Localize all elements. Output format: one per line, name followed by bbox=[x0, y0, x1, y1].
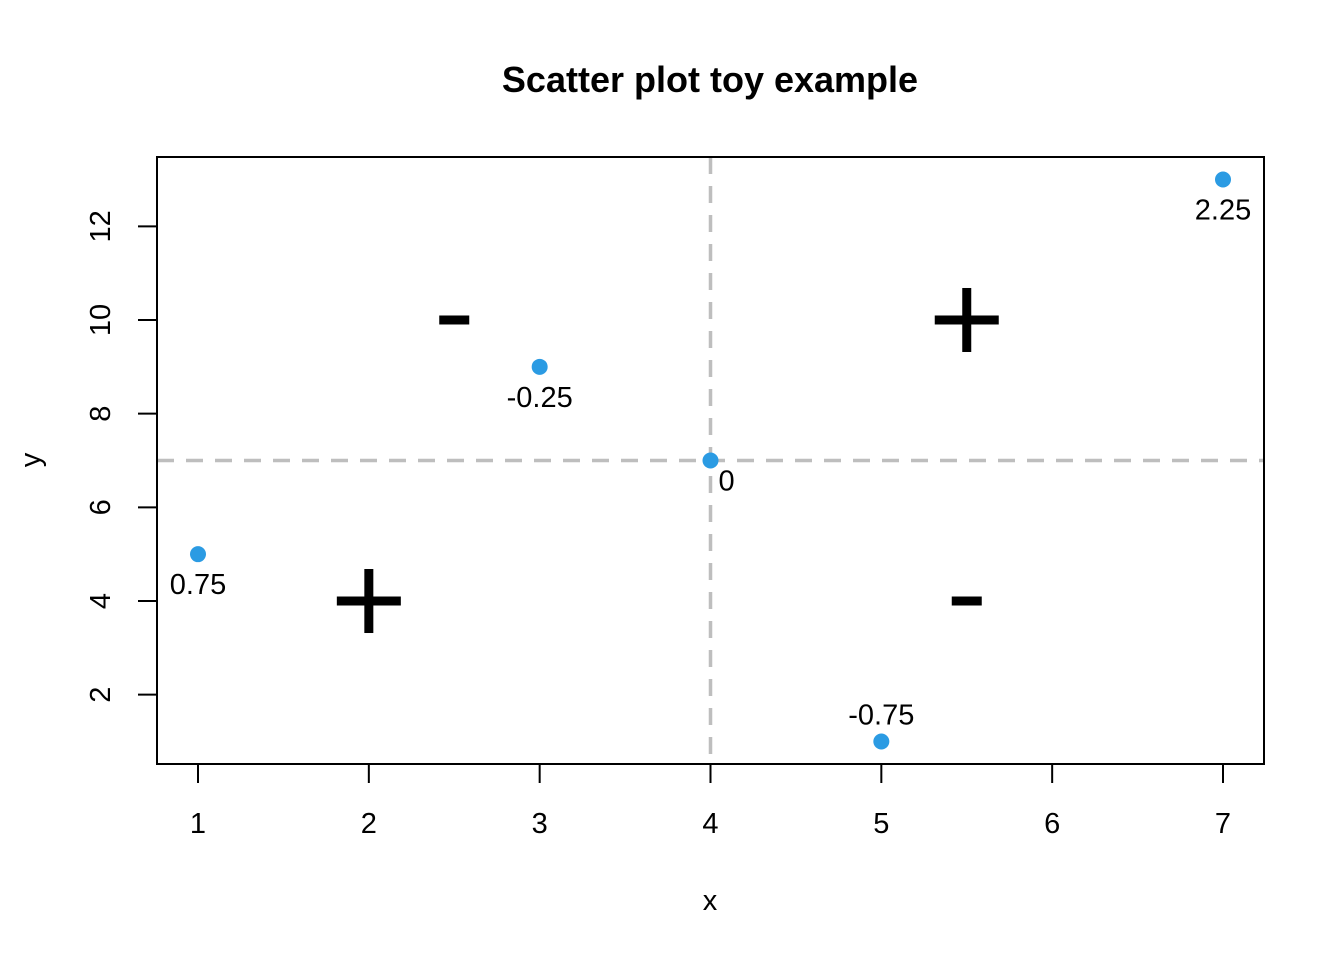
x-axis: 1 2 3 4 5 6 7 bbox=[190, 763, 1231, 840]
point-value-label: 0 bbox=[719, 466, 735, 498]
point-labels: 0.75 -0.25 0 -0.75 2.25 bbox=[170, 194, 1251, 731]
point-value-label: -0.75 bbox=[848, 700, 914, 732]
x-tick-label: 5 bbox=[873, 808, 889, 840]
y-tick-label: 4 bbox=[85, 593, 117, 609]
data-point bbox=[873, 733, 890, 750]
minus-sign-icon bbox=[951, 596, 982, 606]
x-tick-label: 6 bbox=[1044, 808, 1060, 840]
chart-title: Scatter plot toy example bbox=[502, 59, 918, 100]
y-axis-label: y bbox=[15, 452, 47, 467]
x-tick-label: 4 bbox=[702, 808, 718, 840]
data-point bbox=[531, 358, 548, 375]
y-axis: 2 4 6 8 10 12 bbox=[85, 210, 158, 703]
x-tick-label: 3 bbox=[532, 808, 548, 840]
y-tick-label: 6 bbox=[85, 499, 117, 515]
data-point bbox=[1215, 171, 1231, 188]
point-value-label: 2.25 bbox=[1195, 194, 1251, 226]
y-tick-label: 8 bbox=[85, 406, 117, 422]
x-tick-label: 7 bbox=[1215, 808, 1231, 840]
y-tick-label: 10 bbox=[85, 304, 117, 336]
data-point bbox=[702, 452, 719, 469]
x-tick-label: 1 bbox=[190, 808, 206, 840]
x-axis-label: x bbox=[703, 885, 718, 917]
plus-sign-icon bbox=[934, 287, 999, 352]
y-tick-label: 12 bbox=[85, 210, 117, 242]
data-point bbox=[190, 546, 206, 563]
minus-sign-icon bbox=[439, 315, 470, 325]
x-tick-label: 2 bbox=[361, 808, 377, 840]
point-value-label: -0.25 bbox=[507, 382, 573, 414]
point-value-label: 0.75 bbox=[170, 569, 226, 601]
y-tick-label: 2 bbox=[85, 687, 117, 703]
data-points bbox=[190, 171, 1231, 750]
quadrant-sign-annotations bbox=[336, 287, 999, 634]
plus-sign-icon bbox=[336, 569, 401, 634]
